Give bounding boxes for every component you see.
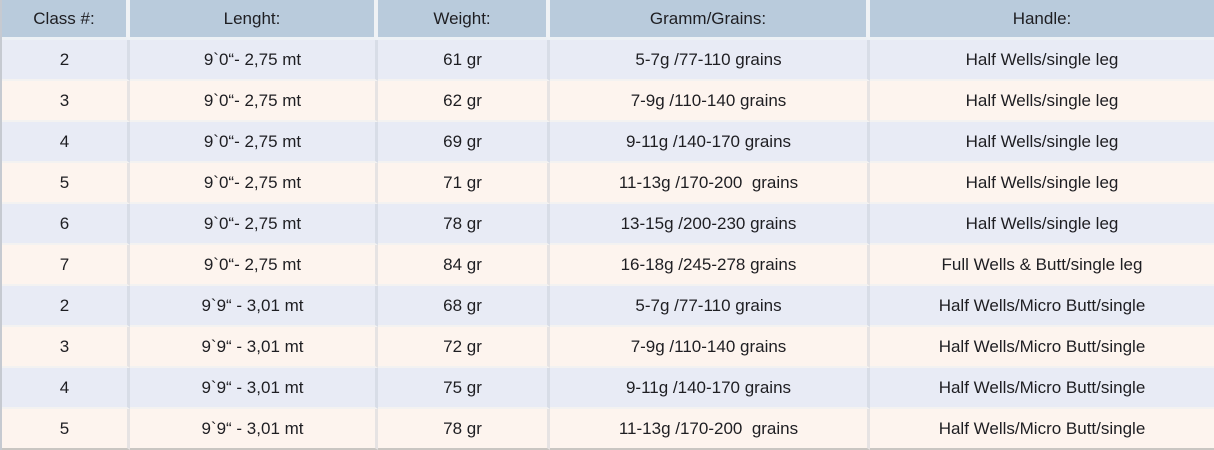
class-cell: 2 <box>2 40 130 81</box>
length-cell: 9`9“ - 3,01 mt <box>130 409 378 450</box>
length-cell: 9`0“- 2,75 mt <box>130 163 378 204</box>
handle-cell: Full Wells & Butt/single leg <box>870 245 1214 286</box>
table-row: 4 9`0“- 2,75 mt 69 gr 9-11g /140-170 gra… <box>2 122 1214 163</box>
handle-cell: Half Wells/single leg <box>870 122 1214 163</box>
grams-cell: 11-13g /170-200 grains <box>550 163 870 204</box>
handle-cell: Half Wells/Micro Butt/single <box>870 327 1214 368</box>
handle-cell: Half Wells/single leg <box>870 81 1214 122</box>
table-header-row: Class #: Lenght: Weight: Gramm/Grains: H… <box>2 0 1214 40</box>
length-cell: 9`0“- 2,75 mt <box>130 204 378 245</box>
length-cell: 9`0“- 2,75 mt <box>130 81 378 122</box>
grams-cell: 9-11g /140-170 grains <box>550 368 870 409</box>
handle-cell: Half Wells/single leg <box>870 40 1214 81</box>
table-row: 6 9`0“- 2,75 mt 78 gr 13-15g /200-230 gr… <box>2 204 1214 245</box>
class-cell: 5 <box>2 409 130 450</box>
length-cell: 9`0“- 2,75 mt <box>130 245 378 286</box>
grams-cell: 11-13g /170-200 grains <box>550 409 870 450</box>
header-cell-grams: Gramm/Grains: <box>550 0 870 40</box>
length-cell: 9`9“ - 3,01 mt <box>130 286 378 327</box>
table-row: 5 9`9“ - 3,01 mt 78 gr 11-13g /170-200 g… <box>2 409 1214 450</box>
table-row: 2 9`9“ - 3,01 mt 68 gr 5-7g /77-110 grai… <box>2 286 1214 327</box>
grams-cell: 13-15g /200-230 grains <box>550 204 870 245</box>
grams-cell: 9-11g /140-170 grains <box>550 122 870 163</box>
table-row: 7 9`0“- 2,75 mt 84 gr 16-18g /245-278 gr… <box>2 245 1214 286</box>
weight-cell: 72 gr <box>378 327 550 368</box>
weight-cell: 75 gr <box>378 368 550 409</box>
weight-cell: 68 gr <box>378 286 550 327</box>
class-cell: 4 <box>2 122 130 163</box>
class-cell: 2 <box>2 286 130 327</box>
table-row: 3 9`9“ - 3,01 mt 72 gr 7-9g /110-140 gra… <box>2 327 1214 368</box>
weight-cell: 62 gr <box>378 81 550 122</box>
table-row: 3 9`0“- 2,75 mt 62 gr 7-9g /110-140 grai… <box>2 81 1214 122</box>
weight-cell: 61 gr <box>378 40 550 81</box>
table-row: 4 9`9“ - 3,01 mt 75 gr 9-11g /140-170 gr… <box>2 368 1214 409</box>
length-cell: 9`9“ - 3,01 mt <box>130 327 378 368</box>
handle-cell: Half Wells/single leg <box>870 204 1214 245</box>
weight-cell: 71 gr <box>378 163 550 204</box>
length-cell: 9`9“ - 3,01 mt <box>130 368 378 409</box>
class-cell: 5 <box>2 163 130 204</box>
grams-cell: 5-7g /77-110 grains <box>550 286 870 327</box>
class-cell: 3 <box>2 81 130 122</box>
grams-cell: 5-7g /77-110 grains <box>550 40 870 81</box>
handle-cell: Half Wells/Micro Butt/single <box>870 409 1214 450</box>
table-row: 5 9`0“- 2,75 mt 71 gr 11-13g /170-200 gr… <box>2 163 1214 204</box>
grams-cell: 16-18g /245-278 grains <box>550 245 870 286</box>
grams-cell: 7-9g /110-140 grains <box>550 327 870 368</box>
class-cell: 3 <box>2 327 130 368</box>
weight-cell: 78 gr <box>378 409 550 450</box>
class-cell: 6 <box>2 204 130 245</box>
length-cell: 9`0“- 2,75 mt <box>130 40 378 81</box>
weight-cell: 78 gr <box>378 204 550 245</box>
handle-cell: Half Wells/single leg <box>870 163 1214 204</box>
weight-cell: 84 gr <box>378 245 550 286</box>
header-cell-class: Class #: <box>2 0 130 40</box>
header-cell-handle: Handle: <box>870 0 1214 40</box>
grams-cell: 7-9g /110-140 grains <box>550 81 870 122</box>
handle-cell: Half Wells/Micro Butt/single <box>870 368 1214 409</box>
header-cell-weight: Weight: <box>378 0 550 40</box>
handle-cell: Half Wells/Micro Butt/single <box>870 286 1214 327</box>
weight-cell: 69 gr <box>378 122 550 163</box>
length-cell: 9`0“- 2,75 mt <box>130 122 378 163</box>
header-cell-length: Lenght: <box>130 0 378 40</box>
class-cell: 4 <box>2 368 130 409</box>
table-row: 2 9`0“- 2,75 mt 61 gr 5-7g /77-110 grain… <box>2 40 1214 81</box>
class-cell: 7 <box>2 245 130 286</box>
